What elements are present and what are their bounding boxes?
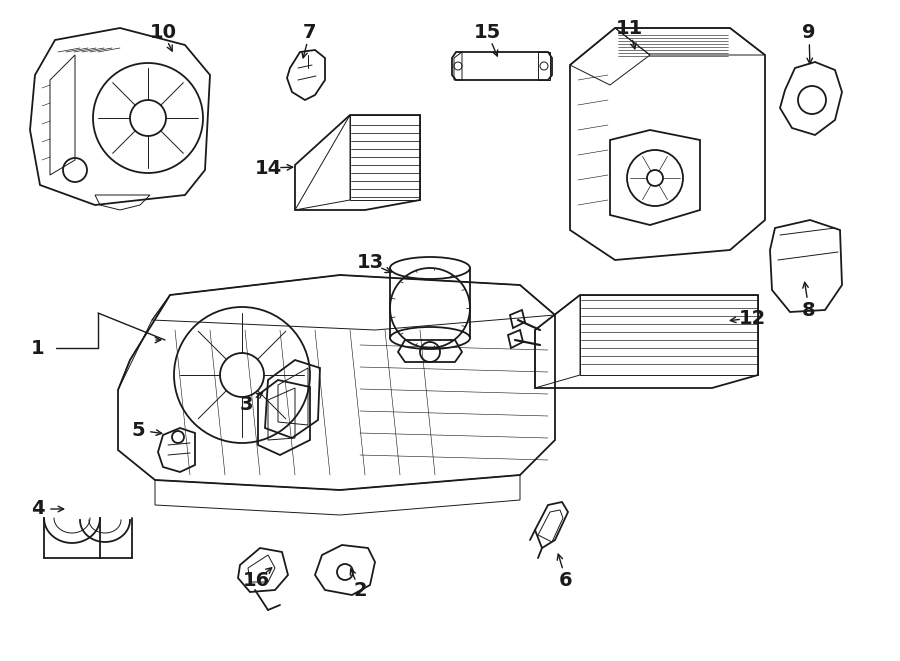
Text: 11: 11 [616,19,643,38]
Text: 10: 10 [149,22,176,42]
Text: 5: 5 [131,420,145,440]
Text: 2: 2 [353,582,367,600]
Text: 6: 6 [559,570,572,590]
Text: 15: 15 [473,22,500,42]
Text: 8: 8 [802,301,815,319]
Text: 16: 16 [242,572,270,590]
Text: 4: 4 [32,500,45,518]
Text: 7: 7 [303,22,317,42]
Text: 9: 9 [802,22,815,42]
Text: 12: 12 [738,309,766,327]
Text: 13: 13 [356,254,383,272]
Text: 14: 14 [255,159,282,178]
Text: 3: 3 [239,395,253,414]
Text: 1: 1 [32,338,45,358]
